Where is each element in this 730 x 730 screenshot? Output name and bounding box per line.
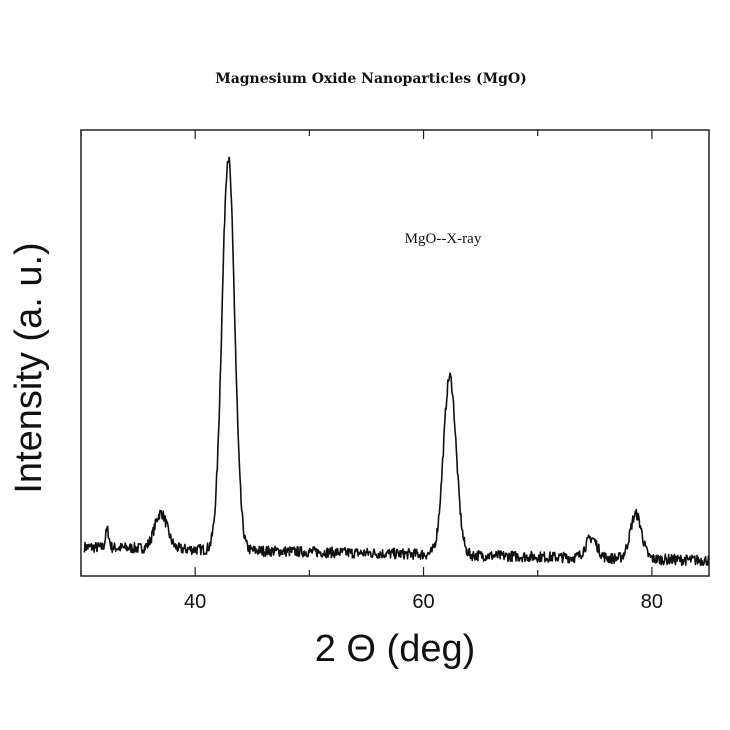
- x-axis-ticks: [80, 130, 653, 576]
- y-axis-label: Intensity (a. u.): [8, 242, 50, 493]
- plot-frame: [80, 129, 710, 577]
- xrd-series-line: [83, 156, 710, 566]
- x-axis-tick-labels: 40 60 80: [184, 591, 663, 613]
- chart-title: Magnesium Oxide Nanoparticles (MgO): [215, 71, 527, 87]
- x-tick-label: 60: [412, 591, 434, 613]
- x-tick-label: 80: [641, 591, 663, 613]
- x-axis-label: 2 Θ (deg): [315, 628, 476, 670]
- chart-annotation: MgO--X-ray: [405, 231, 482, 247]
- x-tick-label: 40: [184, 591, 206, 613]
